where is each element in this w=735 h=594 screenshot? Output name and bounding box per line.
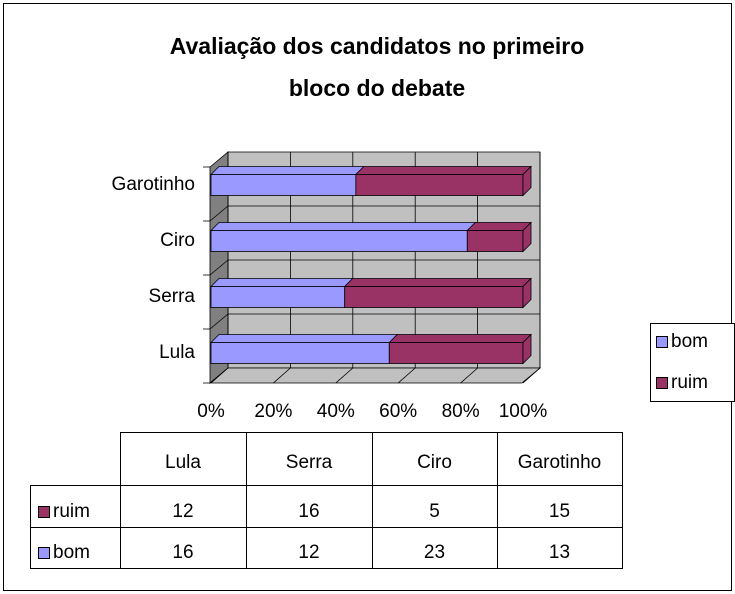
table-swatch (38, 506, 50, 518)
grid-line (335, 367, 354, 384)
y-tick-label: Ciro (160, 230, 195, 251)
legend-swatch (656, 336, 668, 348)
bar (388, 342, 524, 364)
category-grid-line (209, 313, 229, 330)
grid-line (397, 367, 416, 384)
table-header: Lula (165, 452, 201, 473)
bar-top (210, 278, 354, 287)
category-grid (203, 166, 540, 384)
bar-top (466, 222, 532, 231)
table-row-label: bom (53, 542, 90, 563)
chart-title: Avaliação dos candidatos no primeiro (170, 33, 585, 59)
x-tick-label: 20% (254, 401, 292, 422)
chart-title: bloco do debate (289, 75, 465, 101)
table-cell: 16 (298, 501, 319, 522)
bar-side (522, 277, 532, 309)
y-tick-label: Lula (159, 342, 195, 363)
legend-label: bom (671, 331, 708, 352)
bar-top (210, 222, 477, 231)
table-cell: 12 (172, 501, 193, 522)
x-tick-label: 100% (499, 401, 548, 422)
table-header: Garotinho (518, 452, 601, 473)
table-header: Ciro (417, 452, 452, 473)
grid-line (460, 367, 478, 384)
table-cell: 13 (549, 542, 570, 563)
legend-swatch (656, 377, 668, 389)
bar (344, 286, 524, 308)
bar (210, 342, 390, 364)
bar (466, 230, 524, 252)
x-tick-label: 60% (379, 401, 417, 422)
category-grid-line (209, 205, 229, 222)
floor (208, 367, 542, 384)
bar (210, 286, 346, 308)
table-cell: 5 (429, 501, 440, 522)
y-tick-label: Garotinho (112, 174, 195, 195)
x-tick-label: 40% (317, 401, 355, 422)
table-header: Serra (286, 452, 333, 473)
table-cell: 23 (424, 542, 445, 563)
bar-top (388, 334, 532, 343)
legend-label: ruim (671, 372, 708, 393)
bar (210, 174, 357, 196)
grid-line (522, 367, 541, 384)
table-cell: 16 (172, 542, 193, 563)
table-cell: 12 (298, 542, 319, 563)
table-swatch (38, 547, 50, 559)
bar (210, 230, 468, 252)
bar-top (210, 166, 365, 175)
bar-side (522, 333, 532, 365)
bar-side (522, 221, 532, 253)
bar-top (354, 166, 532, 175)
x-tick-label: 0% (197, 401, 225, 422)
bar (355, 174, 524, 196)
bar-top (210, 334, 399, 343)
table-cell: 15 (549, 501, 570, 522)
category-grid-line (209, 259, 229, 276)
bar-top (343, 278, 532, 287)
bar-side (522, 165, 532, 197)
x-tick-label: 80% (442, 401, 480, 422)
data-table (30, 432, 623, 569)
y-tick-label: Serra (149, 286, 196, 307)
grid-line (210, 367, 229, 384)
grid-line (273, 367, 291, 384)
table-row-label: ruim (53, 501, 90, 522)
